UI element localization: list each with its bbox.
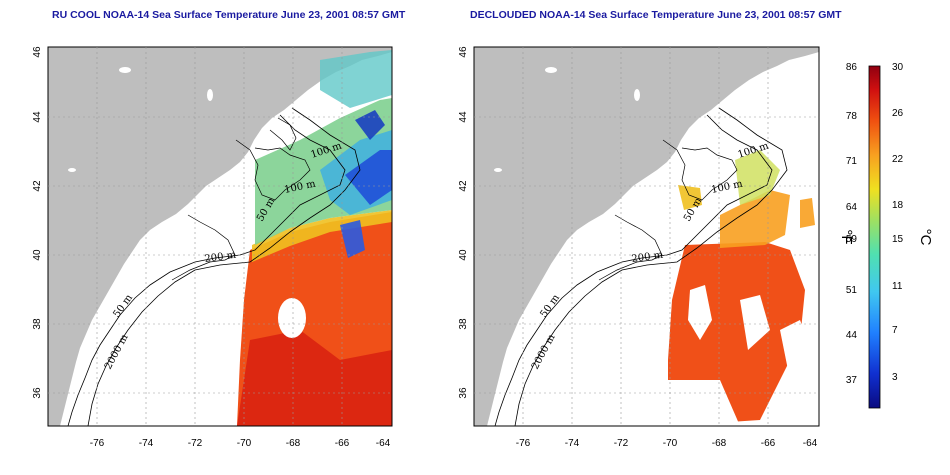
lake [207, 89, 213, 101]
fahrenheit-tick: 37 [846, 375, 858, 386]
lon-tick: -68 [286, 438, 301, 449]
contour-label: 200 m [204, 250, 237, 265]
celsius-tick: 15 [892, 234, 904, 245]
lon-axis-right: -76 -74 -72 -70 -68 -66 -64 [516, 438, 818, 449]
colorbar-celsius-ticks: 30 26 22 18 15 11 7 3 [892, 62, 904, 383]
graticule-left [48, 47, 392, 426]
fahrenheit-tick: 51 [846, 285, 858, 296]
lat-tick: 42 [32, 180, 43, 192]
lon-tick: -64 [376, 438, 391, 449]
lake [68, 168, 76, 172]
lon-tick: -70 [237, 438, 252, 449]
celsius-tick: 7 [892, 325, 898, 336]
lon-tick: -64 [803, 438, 818, 449]
lon-tick: -76 [90, 438, 105, 449]
lat-tick: 36 [458, 387, 469, 399]
lon-tick: -66 [761, 438, 776, 449]
lon-tick: -68 [712, 438, 727, 449]
fahrenheit-tick: 59 [846, 234, 858, 245]
lon-tick: -74 [139, 438, 154, 449]
contour-label: 200 m [631, 250, 664, 265]
fahrenheit-tick: 44 [846, 330, 858, 341]
lake [119, 67, 131, 73]
lon-tick: -74 [565, 438, 580, 449]
lat-axis-right: 46 44 42 40 38 36 [458, 46, 469, 399]
lat-tick: 42 [458, 180, 469, 192]
fahrenheit-tick: 86 [846, 62, 858, 73]
lat-tick: 40 [458, 249, 469, 261]
celsius-tick: 18 [892, 200, 904, 211]
celsius-tick: 22 [892, 154, 904, 165]
panel-title-right: DECLOUDED NOAA-14 Sea Surface Temperatur… [470, 9, 842, 21]
lon-tick: -72 [188, 438, 203, 449]
fahrenheit-unit-label: °F [838, 229, 855, 244]
colorbar: 86 78 71 64 59 51 44 37 30 26 22 18 15 1… [838, 62, 934, 409]
celsius-tick: 26 [892, 108, 904, 119]
lat-tick: 36 [32, 387, 43, 399]
fahrenheit-tick: 71 [846, 156, 858, 167]
lat-tick: 44 [32, 111, 43, 123]
lon-tick: -72 [614, 438, 629, 449]
land-mass [474, 47, 819, 426]
lat-axis-left: 46 44 42 40 38 36 [32, 46, 43, 399]
land-mass [48, 47, 392, 426]
celsius-tick: 30 [892, 62, 904, 73]
colorbar-fahrenheit-ticks: 86 78 71 64 59 51 44 37 [846, 62, 858, 386]
fahrenheit-tick: 64 [846, 202, 858, 213]
lon-tick: -76 [516, 438, 531, 449]
fahrenheit-tick: 78 [846, 111, 858, 122]
map-panel-right: 100 m 100 m 50 m 200 m 50 m 2000 m 46 44… [458, 46, 820, 449]
lat-tick: 38 [32, 318, 43, 330]
colorbar-gradient [868, 65, 881, 409]
lat-tick: 40 [32, 249, 43, 261]
celsius-unit-label: °C [917, 229, 934, 246]
lat-tick: 38 [458, 318, 469, 330]
celsius-tick: 3 [892, 372, 898, 383]
lat-tick: 46 [32, 46, 43, 58]
lon-axis-left: -76 -74 -72 -70 -68 -66 -64 [90, 438, 391, 449]
lon-tick: -70 [663, 438, 678, 449]
lon-tick: -66 [335, 438, 350, 449]
celsius-tick: 11 [892, 281, 903, 292]
panel-title-left: RU COOL NOAA-14 Sea Surface Temperature … [52, 9, 406, 21]
map-panel-left: 100 m 100 m 50 m 200 m 50 m 2000 m 46 44… [32, 46, 393, 449]
lat-tick: 46 [458, 46, 469, 58]
lat-tick: 44 [458, 111, 469, 123]
graticule-right [474, 47, 819, 426]
